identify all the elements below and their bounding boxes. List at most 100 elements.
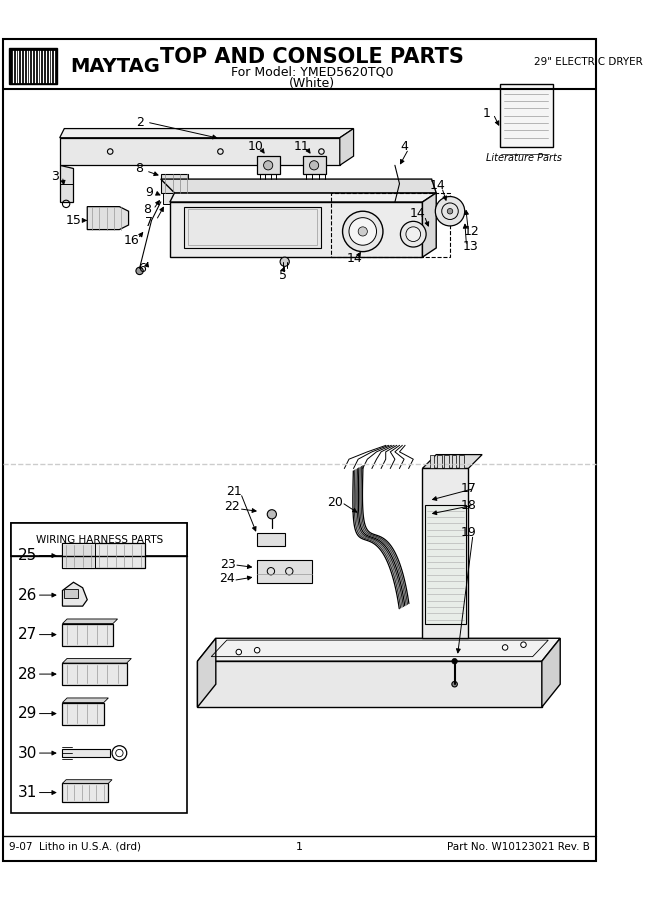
Polygon shape	[198, 662, 542, 707]
Polygon shape	[452, 454, 456, 468]
Text: 18: 18	[460, 499, 477, 511]
Polygon shape	[63, 779, 112, 783]
Text: 12: 12	[464, 225, 480, 238]
Text: 14: 14	[429, 179, 445, 192]
Text: 26: 26	[18, 588, 37, 603]
Circle shape	[254, 647, 260, 653]
Bar	[63, 783, 108, 802]
Polygon shape	[63, 659, 131, 663]
Text: TOP AND CONSOLE PARTS: TOP AND CONSOLE PARTS	[160, 47, 464, 67]
Polygon shape	[422, 468, 468, 638]
Text: 11: 11	[293, 140, 309, 153]
Circle shape	[400, 221, 426, 247]
Text: 1: 1	[482, 107, 491, 121]
Text: 14: 14	[347, 253, 363, 266]
Text: 16: 16	[123, 234, 140, 248]
Text: 8: 8	[136, 163, 143, 176]
Polygon shape	[87, 207, 128, 230]
Text: 29" ELECTRIC DRYER: 29" ELECTRIC DRYER	[535, 57, 644, 67]
Polygon shape	[198, 638, 216, 707]
Polygon shape	[257, 533, 285, 546]
Polygon shape	[257, 156, 280, 175]
Polygon shape	[437, 454, 442, 468]
Polygon shape	[445, 454, 449, 468]
Polygon shape	[63, 619, 117, 624]
Text: Literature Parts: Literature Parts	[486, 153, 563, 164]
Bar	[499, 85, 553, 147]
Text: 30: 30	[18, 745, 37, 760]
Text: 9: 9	[145, 186, 153, 200]
Polygon shape	[303, 156, 326, 175]
Text: 5: 5	[279, 269, 287, 282]
Polygon shape	[63, 582, 87, 606]
Text: MAYTAG: MAYTAG	[70, 57, 160, 76]
Text: 28: 28	[18, 667, 37, 681]
Polygon shape	[63, 698, 108, 703]
Text: 14: 14	[410, 208, 426, 220]
Polygon shape	[60, 166, 74, 202]
Text: 9-07  Litho in U.S.A. (drd): 9-07 Litho in U.S.A. (drd)	[9, 842, 141, 851]
Text: 22: 22	[224, 500, 240, 513]
Circle shape	[236, 649, 241, 655]
Polygon shape	[430, 454, 434, 468]
Polygon shape	[60, 138, 340, 166]
Text: 6: 6	[138, 262, 146, 274]
Text: 4: 4	[400, 140, 408, 153]
Text: WIRING HARNESS PARTS: WIRING HARNESS PARTS	[36, 535, 163, 545]
Circle shape	[406, 227, 421, 241]
Polygon shape	[170, 202, 422, 257]
Text: 1: 1	[296, 842, 303, 851]
Polygon shape	[198, 638, 560, 662]
Polygon shape	[184, 207, 321, 248]
Text: 20: 20	[327, 496, 343, 508]
Polygon shape	[542, 638, 560, 707]
Circle shape	[358, 227, 367, 236]
Text: 21: 21	[226, 485, 242, 498]
Text: 13: 13	[462, 239, 478, 253]
Polygon shape	[63, 750, 110, 757]
Polygon shape	[340, 129, 353, 166]
Circle shape	[521, 642, 526, 647]
Polygon shape	[164, 193, 184, 204]
Text: 8: 8	[143, 202, 151, 216]
Bar	[331, 193, 450, 257]
Polygon shape	[60, 129, 353, 138]
Polygon shape	[170, 193, 436, 202]
Circle shape	[342, 212, 383, 252]
Text: 19: 19	[460, 526, 476, 539]
Bar	[65, 589, 78, 598]
Polygon shape	[422, 193, 436, 257]
Polygon shape	[422, 454, 482, 468]
Polygon shape	[160, 179, 436, 193]
Circle shape	[263, 161, 273, 170]
Text: 17: 17	[460, 482, 477, 495]
Text: For Model: YMED5620TQ0: For Model: YMED5620TQ0	[231, 65, 394, 78]
Circle shape	[447, 209, 452, 214]
Text: 2: 2	[136, 115, 143, 129]
Text: 15: 15	[66, 214, 82, 227]
Circle shape	[310, 161, 319, 170]
Text: 31: 31	[18, 785, 37, 800]
Bar	[425, 505, 466, 625]
Bar	[63, 703, 104, 724]
Text: 23: 23	[220, 558, 235, 572]
Circle shape	[280, 257, 289, 266]
Text: 29: 29	[18, 706, 37, 721]
Text: 7: 7	[145, 216, 153, 229]
Text: 24: 24	[219, 572, 235, 585]
Circle shape	[136, 267, 143, 274]
Polygon shape	[459, 454, 464, 468]
Text: 10: 10	[247, 140, 263, 153]
Circle shape	[452, 681, 457, 687]
Bar	[9, 48, 57, 85]
Text: Part No. W10123021 Rev. B: Part No. W10123021 Rev. B	[447, 842, 589, 851]
Bar	[63, 543, 145, 569]
Bar	[63, 663, 126, 685]
Text: 25: 25	[18, 548, 37, 563]
Text: (White): (White)	[289, 77, 335, 90]
Polygon shape	[160, 175, 188, 193]
Text: 27: 27	[18, 627, 37, 642]
Circle shape	[436, 196, 465, 226]
Bar	[63, 543, 95, 569]
Polygon shape	[198, 193, 216, 207]
